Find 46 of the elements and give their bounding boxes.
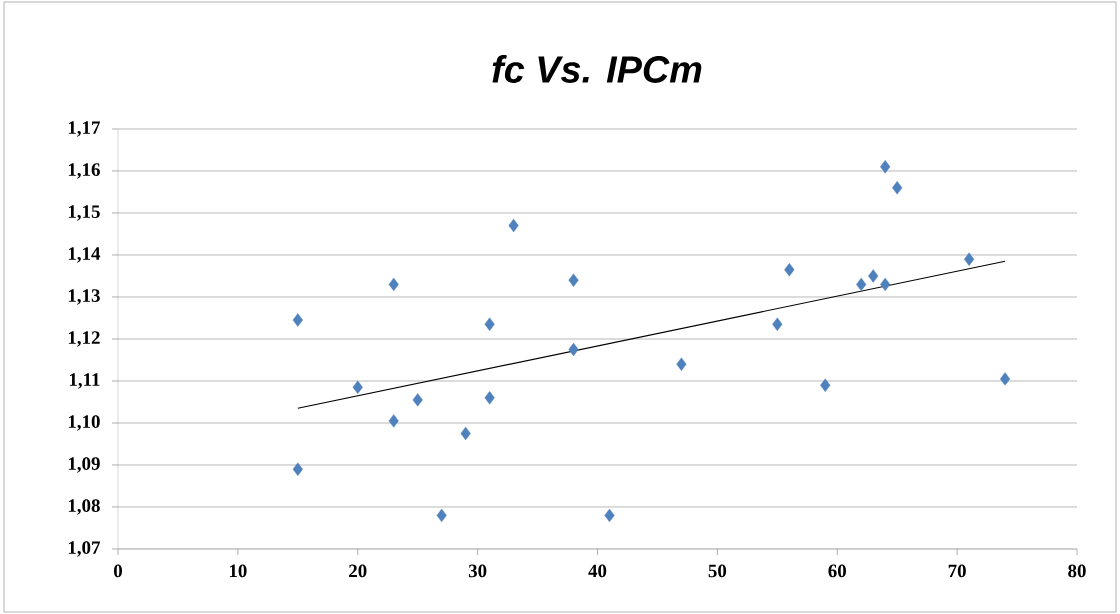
x-tick-label: 60 (828, 564, 846, 578)
point (508, 218, 519, 233)
point (964, 252, 975, 266)
x-tick-label: 20 (349, 564, 367, 578)
x-tick-label: 10 (229, 564, 247, 578)
point (352, 380, 363, 394)
point (856, 277, 867, 292)
point (484, 391, 495, 405)
point (292, 462, 303, 476)
y-tick-label: 1,09 (68, 457, 100, 473)
point (892, 181, 903, 195)
point (820, 378, 831, 392)
y-tick-label: 1,14 (68, 247, 101, 263)
y-tick-label: 1,15 (68, 205, 100, 221)
point (880, 277, 891, 292)
x-tick-label: 30 (468, 564, 487, 578)
y-tick-label: 1,16 (68, 163, 100, 179)
point (388, 277, 399, 292)
point (484, 317, 495, 331)
y-tick-label: 1,12 (68, 331, 100, 347)
point (772, 317, 783, 331)
point (568, 342, 579, 357)
point (460, 426, 471, 441)
point (604, 508, 615, 523)
point (676, 357, 687, 371)
point (880, 160, 891, 174)
y-tick-label: 1,08 (68, 499, 100, 515)
y-tick-label: 1,07 (68, 541, 101, 557)
point (388, 414, 399, 428)
point (436, 508, 447, 523)
y-tick-label: 1,10 (68, 415, 100, 431)
point (292, 313, 303, 327)
point (412, 393, 423, 407)
y-tick-label: 1,13 (68, 289, 100, 305)
x-tick-label: 40 (588, 564, 607, 578)
point (1000, 372, 1011, 386)
point (568, 273, 579, 287)
chart-title: fc Vs. IPCm (492, 55, 702, 83)
x-tick-label: 0 (114, 564, 123, 578)
point (868, 269, 879, 283)
y-tick-label: 1,11 (69, 373, 100, 389)
x-tick-label: 50 (708, 564, 727, 578)
point (784, 263, 795, 277)
x-tick-label: 80 (1068, 564, 1086, 578)
y-tick-label: 1,17 (68, 121, 101, 137)
x-tick-label: 70 (948, 564, 966, 578)
